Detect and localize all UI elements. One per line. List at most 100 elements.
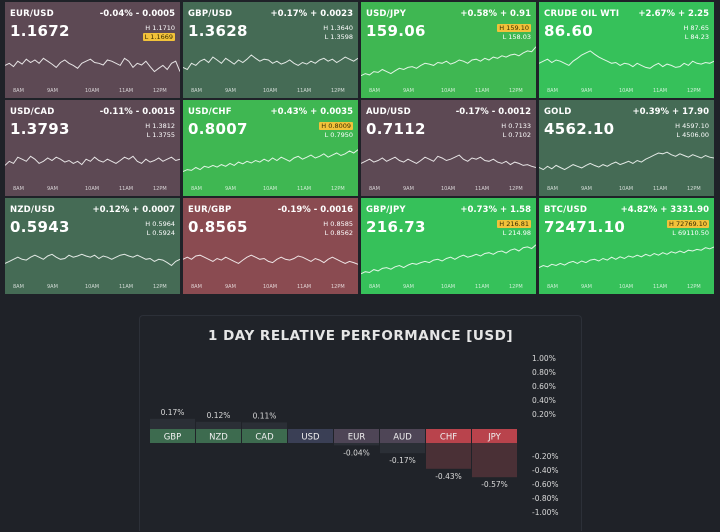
ticker-symbol: GOLD [544, 107, 572, 117]
time-label: 11AM [653, 186, 668, 192]
time-label: 10AM [441, 186, 456, 192]
ticker-price: 1.3628 [188, 22, 248, 40]
ticker-symbol: USD/CAD [10, 107, 55, 117]
time-label: 11AM [119, 186, 134, 192]
ticker-low: L 1.3598 [324, 33, 353, 41]
ticker-tile-usd-jpy[interactable]: USD/JPY +0.58% + 0.91 159.06 H 159.10 L 158.… [361, 2, 536, 98]
time-label: 10AM [619, 284, 634, 290]
sparkline-chart [361, 244, 536, 275]
time-label: 11AM [297, 88, 312, 94]
time-label: 8AM [13, 186, 24, 192]
ticker-tile-usd-cad[interactable]: USD/CAD -0.11% - 0.0015 1.3793 H 1.3812 L 1.… [5, 100, 180, 196]
value-label: -0.57% [481, 480, 508, 489]
ticker-high: H 0.8585 [323, 220, 353, 228]
ticker-tile-gold[interactable]: GOLD +0.39% + 17.90 4562.10 H 4597.10 L 4506… [539, 100, 714, 196]
ticker-low: L 1.1669 [142, 33, 175, 41]
ticker-low: L 0.5924 [146, 229, 175, 237]
time-axis: 8AM 9AM 10AM 11AM 12PM [361, 88, 536, 95]
axis-tick-label: 1.00% [532, 354, 556, 363]
time-label: 11AM [475, 186, 490, 192]
ticker-low: L 0.8562 [324, 229, 353, 237]
ticker-change: +0.73% + 1.58 [460, 205, 531, 215]
ticker-low: L 4506.00 [676, 131, 709, 139]
sparkline-chart [361, 154, 536, 168]
sparkline-path [183, 149, 358, 173]
time-axis: 8AM 9AM 10AM 11AM 12PM [361, 186, 536, 193]
time-label: 9AM [403, 88, 414, 94]
ticker-change: +0.17% + 0.0023 [270, 9, 353, 19]
time-label: 12PM [153, 88, 167, 94]
ticker-low: L 1.3755 [146, 131, 175, 139]
sparkline-path [183, 254, 358, 265]
ticker-high: H 1.1710 [145, 24, 175, 32]
sparkline-chart [539, 50, 714, 69]
ticker-high: H 0.5964 [145, 220, 175, 228]
ticker-tile-gbp-jpy[interactable]: GBP/JPY +0.73% + 1.58 216.73 H 216.81 L 214.… [361, 198, 536, 294]
time-label: 11AM [475, 88, 490, 94]
time-label: 12PM [153, 284, 167, 290]
time-label: 10AM [441, 284, 456, 290]
ticker-tile-usd-chf[interactable]: USD/CHF +0.43% + 0.0035 0.8007 H 0.8009 L 0.… [183, 100, 358, 196]
time-label: 12PM [687, 186, 701, 192]
ticker-tile-gbp-usd[interactable]: GBP/USD +0.17% + 0.0023 1.3628 H 1.3640 L 1.… [183, 2, 358, 98]
relative-performance-panel: 1 DAY RELATIVE PERFORMANCE [USD] 1.00% 0.… [139, 315, 582, 531]
ticker-tile-eur-usd[interactable]: EUR/USD -0.04% - 0.0005 1.1672 H 1.1710 L 1.… [5, 2, 180, 98]
time-axis: 8AM 9AM 10AM 11AM 12PM [5, 186, 180, 193]
ticker-low: L 158.03 [502, 33, 531, 41]
bar-jpy [472, 443, 517, 478]
ticker-tile-crude-oil-wti[interactable]: CRUDE OIL WTI +2.67% + 2.25 86.60 H 87.65 L … [539, 2, 714, 98]
ticker-high: H 216.81 [497, 220, 531, 228]
ticker-high: H 159.10 [497, 24, 531, 32]
ticker-change: +0.43% + 0.0035 [270, 107, 353, 117]
ticker-low: L 0.7950 [324, 131, 353, 139]
time-axis: 8AM 9AM 10AM 11AM 12PM [539, 284, 714, 291]
ticker-price: 0.8565 [188, 218, 248, 236]
time-label: 12PM [509, 88, 523, 94]
sparkline-chart [183, 254, 358, 265]
ticker-high: H 4597.10 [675, 122, 709, 130]
ticker-tile-nzd-usd[interactable]: NZD/USD +0.12% + 0.0007 0.5943 H 0.5964 L 0.… [5, 198, 180, 294]
sparkline-chart [183, 54, 358, 71]
time-label: 12PM [331, 88, 345, 94]
ticker-symbol: EUR/GBP [188, 205, 232, 215]
time-label: 9AM [225, 284, 236, 290]
sparkline-path [5, 253, 180, 267]
sparkline-path [361, 154, 536, 168]
category-label: AUD [393, 433, 412, 443]
time-label: 8AM [13, 284, 24, 290]
time-label: 11AM [475, 284, 490, 290]
time-label: 8AM [13, 88, 24, 94]
time-axis: 8AM 9AM 10AM 11AM 12PM [5, 88, 180, 95]
time-axis: 8AM 9AM 10AM 11AM 12PM [183, 284, 358, 291]
ticker-tile-btc-usd[interactable]: BTC/USD +4.82% + 3331.90 72471.10 H 72769.1… [539, 198, 714, 294]
time-label: 9AM [225, 88, 236, 94]
category-box-aud [380, 429, 425, 443]
ticker-tile-aud-usd[interactable]: AUD/USD -0.17% - 0.0012 0.7112 H 0.7133 L 0.… [361, 100, 536, 196]
category-box-usd [288, 429, 333, 443]
ticker-price: 86.60 [544, 22, 593, 40]
axis-tick-label: 0.80% [532, 368, 556, 377]
bar-nzd [196, 421, 241, 429]
time-label: 10AM [441, 88, 456, 94]
ticker-price: 216.73 [366, 218, 426, 236]
ticker-price: 0.7112 [366, 120, 426, 138]
ticker-tile-eur-gbp[interactable]: EUR/GBP -0.19% - 0.0016 0.8565 H 0.8585 L 0.… [183, 198, 358, 294]
ticker-symbol: USD/CHF [188, 107, 232, 117]
ticker-change: +0.39% + 17.90 [632, 107, 709, 117]
axis-tick-label: -0.60% [532, 480, 559, 489]
value-label: 0.12% [207, 411, 231, 420]
time-label: 12PM [509, 284, 523, 290]
ticker-symbol: BTC/USD [544, 205, 588, 215]
ticker-change: +4.82% + 3331.90 [620, 205, 709, 215]
time-label: 11AM [297, 186, 312, 192]
ticker-symbol: GBP/USD [188, 9, 233, 19]
ticker-change: -0.11% - 0.0015 [99, 107, 175, 117]
axis-tick-label: 0.20% [532, 410, 556, 419]
ticker-low: L 0.7102 [502, 131, 531, 139]
ticker-price: 1.3793 [10, 120, 70, 138]
time-axis: 8AM 9AM 10AM 11AM 12PM [5, 284, 180, 291]
ticker-symbol: EUR/USD [10, 9, 54, 19]
ticker-change: +0.12% + 0.0007 [92, 205, 175, 215]
sparkline-chart [5, 253, 180, 267]
category-label: CAD [255, 433, 274, 443]
